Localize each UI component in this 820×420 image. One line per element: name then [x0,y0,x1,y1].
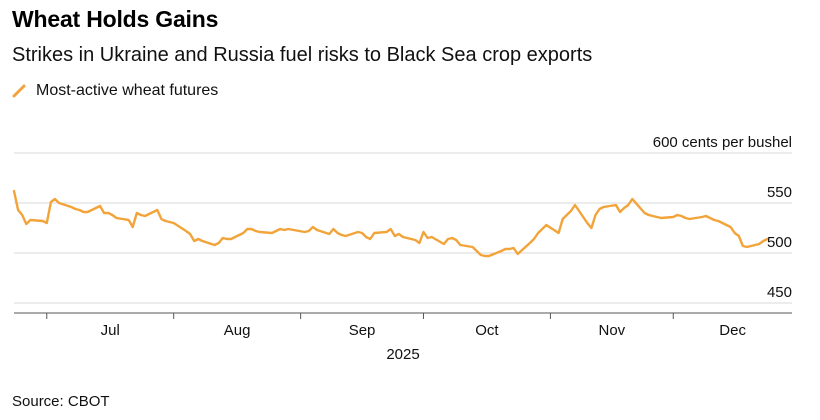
chart-title: Wheat Holds Gains [12,6,219,32]
x-tick-label-aug: Aug [224,322,251,339]
x-tick-label-dec: Dec [719,322,746,339]
label-layer: 450 500 550 600 cents per bushel Jul Aug Sep Oc… [101,134,792,363]
y-tick-label-500: 500 [767,234,792,251]
y-tick-label-550: 550 [767,184,792,201]
y-tick-label-450: 450 [767,284,792,301]
legend: Most-active wheat futures [12,80,218,102]
x-tick-label-nov: Nov [598,322,625,339]
series-line-0 [12,189,769,258]
legend-label: Most-active wheat futures [36,82,219,99]
y-unit-label: 600 cents per bushel [653,134,792,151]
x-tick-label-sep: Sep [349,322,376,339]
source-note: Source: CBOT [12,393,110,410]
chart-subtitle: Strikes in Ukraine and Russia fuel risks… [12,44,593,66]
legend-swatch-icon [12,84,26,98]
x-tick-label-jul: Jul [101,322,120,339]
x-tick-label-oct: Oct [475,322,499,339]
series-layer [12,189,769,258]
grid-layer [14,152,792,304]
axis-layer [14,312,792,319]
x-year-label: 2025 [386,346,419,363]
